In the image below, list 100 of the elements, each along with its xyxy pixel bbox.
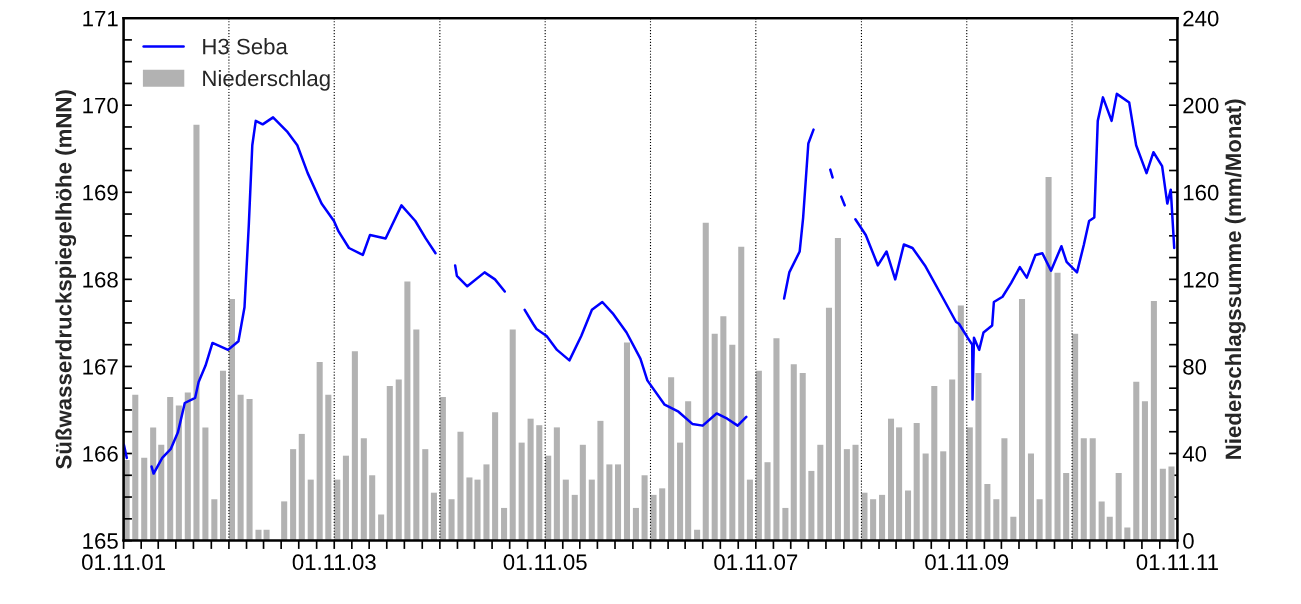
bar xyxy=(518,442,525,541)
bar xyxy=(623,342,631,541)
bar xyxy=(746,479,753,541)
bar xyxy=(790,364,797,541)
bar xyxy=(702,222,709,541)
bar xyxy=(237,394,244,541)
bar xyxy=(184,392,191,541)
bar xyxy=(298,433,305,541)
bar xyxy=(1133,381,1140,541)
bar xyxy=(905,490,912,541)
bar xyxy=(720,316,727,541)
bar xyxy=(887,418,895,541)
bar xyxy=(984,483,991,541)
y2-tick-label: 240 xyxy=(1183,10,1219,27)
bar xyxy=(641,475,648,541)
bar xyxy=(579,444,586,541)
bar xyxy=(492,412,499,541)
bar xyxy=(632,507,639,541)
bar xyxy=(439,396,446,541)
y2-tick-label: 160 xyxy=(1183,184,1219,201)
x-tick-label: 01.11.03 xyxy=(292,554,376,571)
bar xyxy=(1115,473,1122,541)
bar xyxy=(966,427,973,541)
bar xyxy=(834,237,841,541)
bar xyxy=(483,464,490,541)
bar xyxy=(861,492,868,541)
bar xyxy=(879,494,886,541)
bar xyxy=(1072,333,1079,541)
bar xyxy=(1054,272,1061,541)
bar xyxy=(588,479,595,541)
y-tick-label: 171 xyxy=(83,10,118,27)
bar xyxy=(615,464,622,541)
bar xyxy=(799,372,806,541)
bar xyxy=(246,399,253,541)
bar xyxy=(694,529,701,541)
bar xyxy=(342,455,349,541)
bar xyxy=(896,427,903,541)
bar xyxy=(509,329,516,541)
bar xyxy=(773,338,780,541)
bar xyxy=(466,477,473,541)
bar xyxy=(571,494,578,541)
bar xyxy=(1141,401,1148,541)
bar xyxy=(219,370,227,541)
bar xyxy=(738,246,745,541)
bar xyxy=(808,470,815,541)
bar xyxy=(957,305,964,541)
bar xyxy=(202,427,209,541)
y-tick-label: 170 xyxy=(83,97,118,114)
bar xyxy=(949,379,956,541)
bar xyxy=(659,488,666,541)
bar xyxy=(307,479,314,541)
bar xyxy=(378,514,385,541)
x-tick-label: 01.11.01 xyxy=(82,554,165,571)
bar xyxy=(334,479,341,541)
bar xyxy=(1018,298,1026,541)
y2-tick-label: 40 xyxy=(1182,446,1207,462)
y-tick-label: 167 xyxy=(83,358,118,375)
bar xyxy=(562,479,569,541)
bar xyxy=(852,444,859,541)
bar xyxy=(175,405,182,541)
bar xyxy=(1098,501,1105,541)
bar xyxy=(1027,453,1034,541)
bar xyxy=(1010,516,1017,541)
bar xyxy=(606,464,613,541)
y-tick-label: 169 xyxy=(83,184,118,201)
bar xyxy=(993,499,1000,541)
bar xyxy=(158,444,165,541)
bar xyxy=(755,370,762,541)
bar xyxy=(448,499,455,541)
bar xyxy=(457,431,464,541)
bar xyxy=(922,453,929,541)
bar xyxy=(1063,473,1070,541)
bar xyxy=(386,386,393,541)
bar xyxy=(413,329,420,541)
x-tick-label: 01.11.07 xyxy=(714,554,798,571)
bar xyxy=(711,333,718,541)
bar xyxy=(782,507,789,541)
x-tick-label: 01.11.09 xyxy=(925,554,1009,571)
bar xyxy=(228,298,235,541)
y2-tick-label: 0 xyxy=(1183,533,1194,549)
y-tick-label: 166 xyxy=(83,446,118,462)
bar xyxy=(1080,438,1087,541)
legend-label: Niederschlag xyxy=(203,69,330,91)
bar xyxy=(395,379,402,541)
bar xyxy=(668,377,675,541)
bar xyxy=(536,425,543,541)
bar xyxy=(825,307,832,541)
bar xyxy=(913,423,920,541)
bar xyxy=(870,499,877,541)
y2-tick-label: 200 xyxy=(1183,97,1219,114)
bar xyxy=(255,529,262,541)
bar xyxy=(316,362,323,541)
bar xyxy=(325,394,332,541)
bar xyxy=(764,462,771,541)
bar xyxy=(527,418,534,541)
bar xyxy=(843,449,850,541)
bar xyxy=(404,281,411,541)
bar xyxy=(975,372,982,541)
bar xyxy=(1106,516,1113,541)
bar xyxy=(351,351,358,541)
